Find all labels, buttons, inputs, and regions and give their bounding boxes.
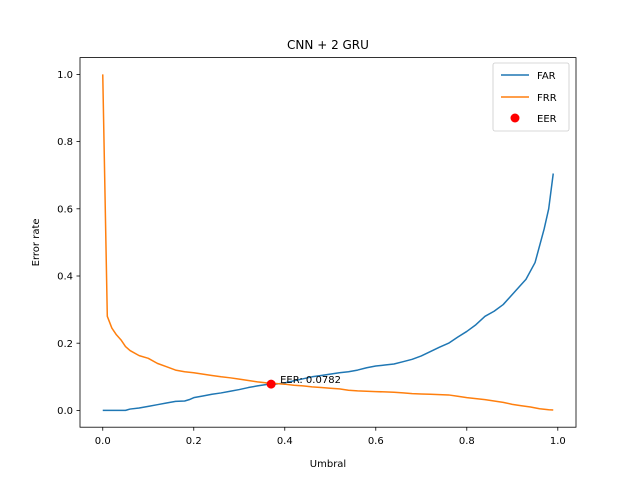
y-tick-label: 0.2 [57, 339, 73, 350]
legend-box [492, 62, 570, 132]
x-tick-label: 1.0 [550, 436, 566, 447]
x-tick-label: 0.6 [368, 436, 384, 447]
eer-annotation: EER: 0.0782 [280, 375, 341, 386]
legend-eer-label: EER [537, 114, 557, 125]
axes-frame [79, 57, 577, 428]
legend-far-label: FAR [537, 71, 556, 82]
legend: FAR FRR EER [492, 62, 570, 132]
plot-content: EER: 0.0782 [102, 74, 554, 412]
y-tick-label: 1.0 [57, 70, 73, 81]
y-axis-label: Error rate [31, 218, 42, 266]
axis-ticks: 0.0 0.2 0.4 0.6 0.8 1.0 0.0 0.2 0.4 0.6 0.8 1.0 [57, 70, 566, 447]
x-tick-label: 0.4 [277, 436, 293, 447]
legend-eer-marker [510, 113, 520, 123]
chart-title: CNN + 2 GRU [287, 38, 369, 52]
x-tick-label: 0.0 [95, 436, 111, 447]
x-tick-label: 0.2 [186, 436, 202, 447]
legend-frr-label: FRR [537, 93, 557, 104]
x-axis-label: Umbral [310, 459, 346, 470]
series-far-line [102, 173, 554, 412]
y-tick-label: 0.6 [57, 204, 73, 215]
y-tick-label: 0.0 [57, 406, 73, 417]
y-tick-label: 0.4 [57, 272, 73, 283]
series-frr-line [102, 74, 554, 411]
eer-point [266, 379, 276, 389]
y-tick-label: 0.8 [57, 137, 73, 148]
x-tick-label: 0.8 [459, 436, 475, 447]
